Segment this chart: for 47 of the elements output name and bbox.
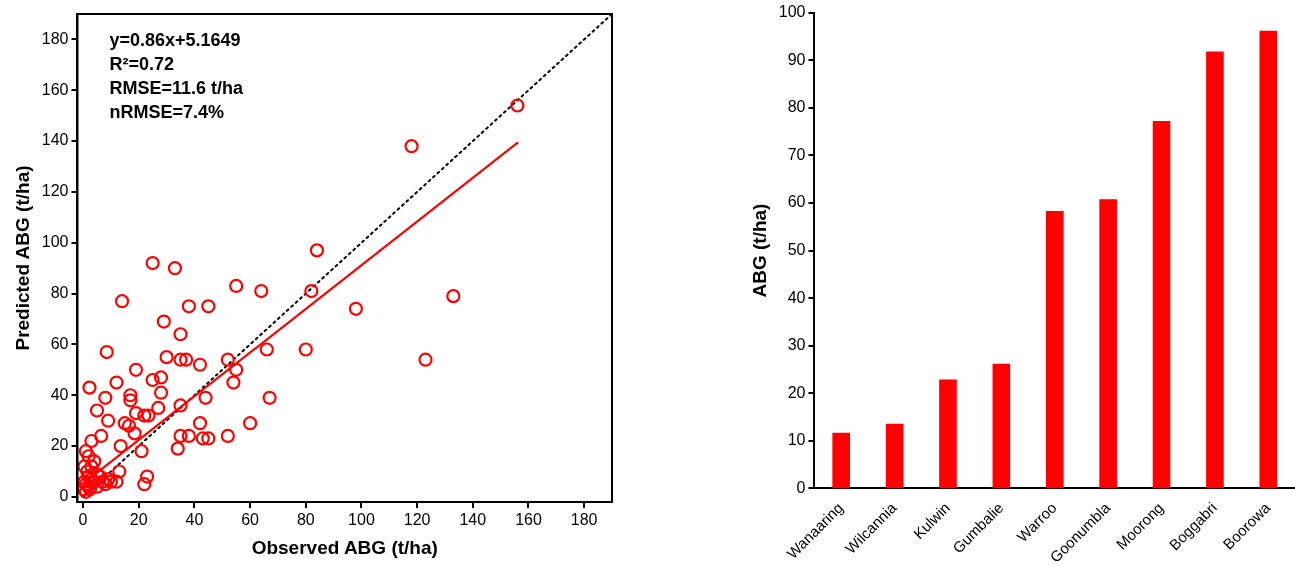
bar [832, 432, 850, 489]
y-tick-label: 160 [41, 80, 69, 98]
x-tick-label: 80 [296, 511, 315, 529]
y-tick-label: 80 [50, 283, 69, 301]
y-tick-label: 140 [41, 131, 69, 149]
bar [1259, 30, 1278, 489]
y-tick-label: 60 [50, 334, 69, 352]
bar [992, 363, 1011, 489]
x-tick-label: 120 [403, 511, 431, 529]
x-tick-label: 0 [78, 511, 88, 529]
y-tick-label: 70 [787, 145, 806, 163]
y-tick-label: 180 [41, 29, 69, 47]
y-tick-label: 120 [41, 182, 69, 200]
bar [885, 423, 904, 489]
y-tick-label: 80 [787, 98, 806, 116]
annotation: RMSE=11.6 t/ha [109, 77, 245, 98]
y-tick-label: 30 [787, 336, 806, 354]
y-tick-label: 60 [787, 193, 806, 211]
y-tick-label: 40 [787, 288, 806, 306]
x-tick-label: 180 [570, 511, 598, 529]
x-axis-title: Observed ABG (t/ha) [251, 536, 438, 558]
y-tick-label: 90 [787, 50, 806, 68]
bar [939, 379, 957, 489]
annotation: R²=0.72 [109, 53, 175, 74]
x-tick-label: 140 [459, 511, 487, 529]
y-tick-label: 10 [787, 431, 806, 449]
bar [1152, 121, 1171, 489]
y-tick-label: 0 [796, 478, 806, 496]
bar [1206, 51, 1224, 489]
bar [1045, 211, 1064, 489]
x-tick-label: 40 [185, 511, 204, 529]
x-tick-label: 100 [348, 511, 375, 529]
y-tick-label: 100 [41, 233, 69, 251]
y-tick-label: 0 [59, 487, 69, 505]
y-tick-label: 20 [50, 436, 69, 454]
y-tick-label: 40 [50, 385, 69, 403]
x-tick-label: 160 [515, 511, 542, 529]
y-tick-label: 20 [787, 383, 806, 401]
bar [1099, 199, 1117, 489]
y-axis-title: ABG (t/ha) [748, 203, 770, 298]
annotation: nRMSE=7.4% [109, 101, 225, 122]
annotation: y=0.86x+5.1649 [109, 29, 241, 50]
y-axis-title: Predicted ABG (t/ha) [11, 165, 33, 351]
x-tick-label: 60 [241, 511, 260, 529]
x-tick-label: 20 [129, 511, 148, 529]
y-tick-label: 50 [787, 240, 806, 258]
y-tick-label: 100 [778, 3, 806, 21]
